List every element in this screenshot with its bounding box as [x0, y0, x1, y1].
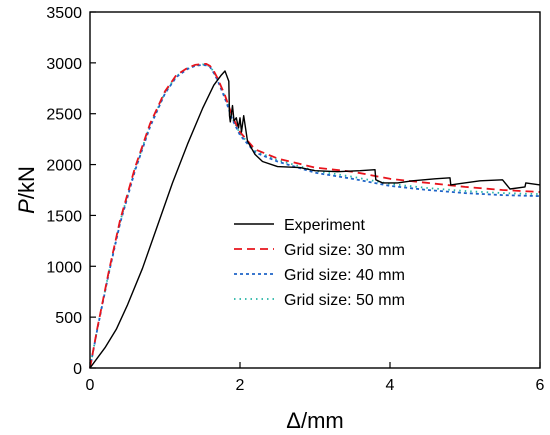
- y-tick-label: 0: [73, 361, 82, 378]
- x-tick-label: 6: [536, 377, 545, 394]
- x-tick-label: 0: [86, 377, 95, 394]
- legend-label-1: Grid size: 30 mm: [284, 242, 405, 259]
- y-tick-label: 2000: [46, 158, 82, 175]
- ticks-layer: 0 2 4 6 0 500 1000 1500 2000 2500 3000 3500: [46, 5, 544, 394]
- y-tick-label: 2500: [46, 107, 82, 124]
- y-tick-label: 1000: [46, 259, 82, 276]
- legend: Experiment Grid size: 30 mm Grid size: 40 …: [234, 217, 405, 309]
- series-layer: [89, 63, 541, 369]
- legend-label-0: Experiment: [284, 217, 365, 234]
- y-tick-label: 500: [55, 310, 82, 327]
- series-line-0: [89, 70, 541, 369]
- y-tick-label: 3500: [46, 5, 82, 22]
- y-axis-title: P/kN: [14, 166, 39, 214]
- series-line-3: [89, 63, 541, 369]
- plot-frame: [89, 11, 541, 369]
- legend-label-2: Grid size: 40 mm: [284, 267, 405, 284]
- y-axis-title-rest: /kN: [14, 166, 39, 199]
- series-line-2: [89, 64, 541, 369]
- y-tick-label: 3000: [46, 56, 82, 73]
- legend-label-3: Grid size: 50 mm: [284, 292, 405, 309]
- series-line-1: [89, 63, 541, 369]
- x-tick-label: 2: [236, 377, 245, 394]
- x-tick-label: 4: [386, 377, 395, 394]
- y-axis-title-italic: P: [14, 199, 39, 214]
- x-axis-title: Δ/mm: [286, 408, 343, 433]
- y-tick-label: 1500: [46, 208, 82, 225]
